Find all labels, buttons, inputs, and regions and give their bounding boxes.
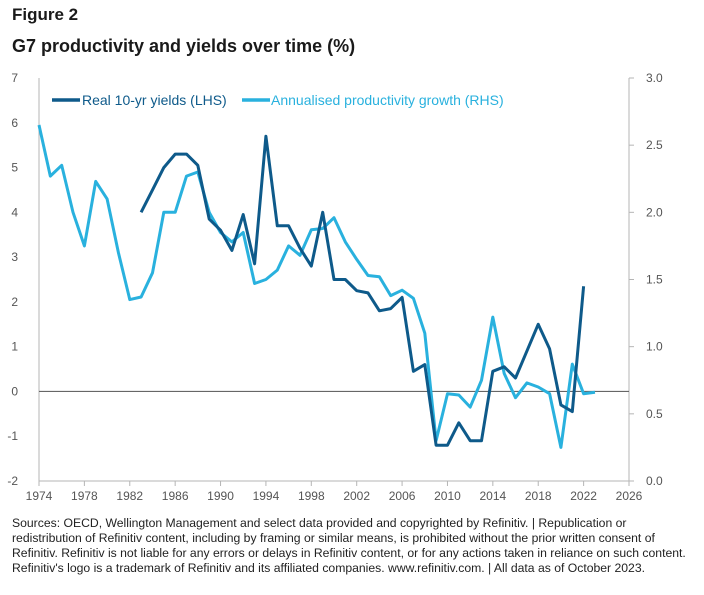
left-tick-label: 1 — [11, 340, 18, 354]
x-tick-label: 2002 — [343, 489, 370, 503]
x-tick-label: 1998 — [298, 489, 325, 503]
x-tick-label: 1986 — [162, 489, 189, 503]
right-tick-label: 2.5 — [646, 138, 663, 152]
source-note: Sources: OECD, Wellington Management and… — [12, 516, 686, 575]
series-line-real-yields — [139, 134, 586, 447]
line-chart: -2 -1 0 1 2 3 4 5 6 7 0.0 0.5 1.0 1.5 2.0 2.5 3.0 1974 197… — [7, 71, 663, 503]
legend-label-real-yields: Real 10-yr yields (LHS) — [82, 92, 227, 108]
right-tick-label: 0.0 — [646, 474, 663, 488]
x-tick-label: 2010 — [434, 489, 461, 503]
left-tick-label: 4 — [11, 205, 18, 219]
right-tick-label: 2.0 — [646, 205, 663, 219]
left-tick-label: -2 — [7, 474, 18, 488]
left-tick-label: 3 — [11, 250, 18, 264]
left-tick-label: 6 — [11, 116, 18, 130]
x-tick-label: 2026 — [616, 489, 643, 503]
legend-label-productivity: Annualised productivity growth (RHS) — [271, 92, 504, 108]
left-tick-label: 2 — [11, 295, 18, 309]
x-tick-label: 2018 — [525, 489, 552, 503]
left-tick-label: -1 — [7, 429, 18, 443]
right-tick-label: 3.0 — [646, 71, 663, 85]
x-tick-label: 1982 — [116, 489, 143, 503]
x-tick-label: 2014 — [479, 489, 506, 503]
x-tick-label: 1990 — [207, 489, 234, 503]
left-tick-label: 7 — [11, 71, 18, 85]
x-tick-label: 2022 — [570, 489, 597, 503]
x-tick-label: 1978 — [71, 489, 98, 503]
x-tick-label: 1974 — [26, 489, 53, 503]
series-line-productivity — [37, 124, 596, 449]
right-tick-label: 1.0 — [646, 340, 663, 354]
chart-title: G7 productivity and yields over time (%) — [12, 36, 356, 56]
figure-label: Figure 2 — [12, 5, 79, 24]
x-tick-label: 2006 — [389, 489, 416, 503]
right-tick-label: 0.5 — [646, 407, 663, 421]
right-tick-label: 1.5 — [646, 273, 663, 287]
left-tick-label: 0 — [11, 384, 18, 398]
left-tick-label: 5 — [11, 161, 18, 175]
x-tick-label: 1994 — [253, 489, 280, 503]
